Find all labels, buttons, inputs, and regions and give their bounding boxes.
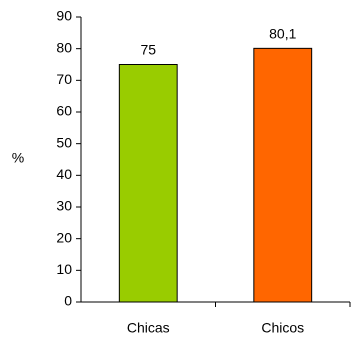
y-tick-label: 30 (56, 198, 72, 214)
y-axis-ticks: 0 10 20 30 40 50 60 70 80 90 (56, 8, 81, 309)
data-label: 75 (140, 42, 156, 58)
bar-chicos (253, 47, 313, 303)
data-labels: 75 80,1 (140, 25, 296, 57)
y-tick-label: 70 (56, 71, 72, 87)
category-labels: Chicas Chicos (127, 320, 304, 336)
bar-chicas (118, 64, 178, 303)
y-tick-label: 40 (56, 166, 72, 182)
y-tick-label: 20 (56, 229, 72, 245)
x-category-label: Chicos (261, 320, 304, 336)
y-tick-label: 10 (56, 261, 72, 277)
x-category-label: Chicas (127, 320, 170, 336)
data-label: 80,1 (269, 25, 296, 41)
y-tick-label: 0 (64, 293, 72, 309)
y-tick-label: 90 (56, 8, 72, 24)
y-tick-label: 60 (56, 103, 72, 119)
y-tick-label: 80 (56, 39, 72, 55)
y-tick-label: 50 (56, 134, 72, 150)
y-axis-title: % (12, 150, 24, 166)
bars (118, 47, 351, 307)
